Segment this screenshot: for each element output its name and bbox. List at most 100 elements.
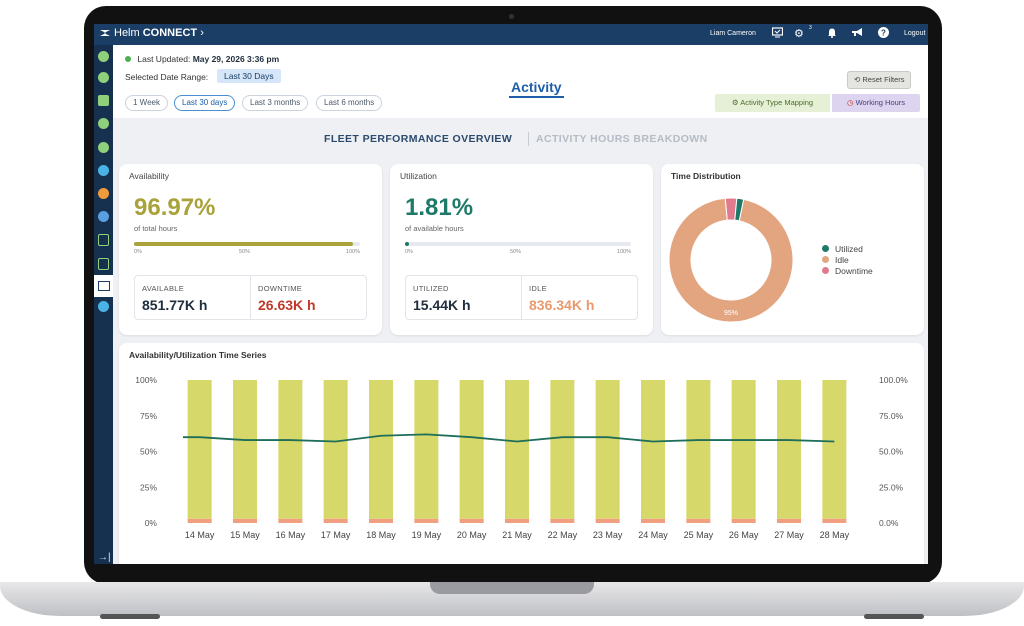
bar-downtime[interactable] xyxy=(505,518,529,523)
bar-available[interactable] xyxy=(505,380,529,519)
bar-available[interactable] xyxy=(595,380,620,519)
gear-icon[interactable]: ⚙ xyxy=(794,28,804,40)
donut-slice-idle[interactable] xyxy=(669,198,794,322)
range-last-30-days[interactable]: Last 30 days xyxy=(174,95,236,111)
bar-available[interactable] xyxy=(459,380,484,519)
camera-dot xyxy=(509,14,514,19)
time-distribution-legend: Utilized Idle Downtime xyxy=(822,244,873,277)
y-tick-left: 50% xyxy=(140,447,157,457)
bar-downtime[interactable] xyxy=(777,518,801,523)
bar-available[interactable] xyxy=(777,380,801,519)
bar-downtime[interactable] xyxy=(550,518,575,523)
downtime-value: 26.63K h xyxy=(258,297,316,313)
x-tick-label: 21 May xyxy=(502,530,532,540)
utilized-value: 15.44K h xyxy=(413,297,471,313)
bar-available[interactable] xyxy=(686,380,711,519)
reset-filters-button[interactable]: ⟲ Reset Filters xyxy=(847,71,912,89)
sidebar: →| xyxy=(94,45,113,564)
range-last-3-months[interactable]: Last 3 months xyxy=(242,95,309,111)
crew-icon[interactable] xyxy=(98,188,109,199)
x-tick-label: 20 May xyxy=(457,530,487,540)
activity-type-mapping-button[interactable]: ⚙ Activity Type Mapping xyxy=(715,94,830,112)
bar-available[interactable] xyxy=(641,380,665,519)
x-tick-label: 16 May xyxy=(276,530,306,540)
activity-icon xyxy=(98,281,110,291)
megaphone-icon[interactable] xyxy=(851,27,863,41)
analytics-icon[interactable] xyxy=(98,301,109,312)
available-value: 851.77K h xyxy=(142,297,208,313)
bar-available[interactable] xyxy=(278,380,303,519)
bar-available[interactable] xyxy=(731,380,756,519)
x-tick-label: 19 May xyxy=(412,530,442,540)
settings-badge: 3 xyxy=(809,25,812,31)
bar-available[interactable] xyxy=(369,380,393,519)
ship-icon[interactable] xyxy=(98,72,109,83)
legend-downtime: Downtime xyxy=(822,266,873,276)
laptop-notch xyxy=(430,582,594,594)
document-icon[interactable] xyxy=(98,234,109,246)
last-updated-label: Last Updated: xyxy=(137,54,191,64)
reset-icon: ⟲ xyxy=(854,75,861,84)
x-tick-label: 22 May xyxy=(548,530,578,540)
compass-icon[interactable] xyxy=(98,118,109,129)
bar-available[interactable] xyxy=(323,380,348,519)
bar-downtime[interactable] xyxy=(233,518,257,523)
bar-downtime[interactable] xyxy=(187,518,212,523)
date-range-value: Last 30 Days xyxy=(217,69,281,83)
tick-label: 50% xyxy=(510,249,522,255)
tab-activity-hours-breakdown[interactable]: ACTIVITY HOURS BREAKDOWN xyxy=(536,133,708,145)
working-hours-label: Working Hours xyxy=(855,98,906,107)
laptop-foot-left xyxy=(100,614,160,619)
logo-connect-text: CONNECT xyxy=(142,27,198,39)
working-hours-button[interactable]: ◷ Working Hours xyxy=(832,94,920,112)
helm-connect-logo[interactable]: Helm CONNECT › xyxy=(100,27,204,39)
time-distribution-card: Time Distribution 95% Utilized Idle Down… xyxy=(661,164,924,335)
bar-available[interactable] xyxy=(550,380,575,519)
time-series-chart: 100% 75% 50% 25% 0% 100.0% 75.0% 50.0% 25.0% 0.0%… xyxy=(135,375,908,540)
bar-available[interactable] xyxy=(233,380,257,519)
utilization-progress-fill xyxy=(405,242,410,246)
vessel-icon[interactable] xyxy=(98,165,109,176)
bar-available[interactable] xyxy=(187,380,212,519)
x-tick-label: 17 May xyxy=(321,530,351,540)
user-name[interactable]: Liam Cameron xyxy=(710,30,756,37)
report-icon[interactable] xyxy=(98,258,109,270)
bar-downtime[interactable] xyxy=(323,518,348,523)
bar-downtime[interactable] xyxy=(731,518,756,523)
bar-downtime[interactable] xyxy=(369,518,393,523)
bar-downtime[interactable] xyxy=(686,518,711,523)
bar-downtime[interactable] xyxy=(641,518,665,523)
help-icon[interactable]: ? xyxy=(878,27,889,41)
legend-swatch xyxy=(822,267,829,274)
utilized-stat: UTILIZED 15.44K h xyxy=(406,276,521,319)
globe-icon[interactable] xyxy=(98,142,109,153)
monitor-icon[interactable] xyxy=(771,27,784,41)
bar-available[interactable] xyxy=(822,380,847,519)
bar-downtime[interactable] xyxy=(414,518,439,523)
time-distribution-donut: 95% xyxy=(669,198,794,322)
utilized-label: UTILIZED xyxy=(413,284,449,293)
range-1-week[interactable]: 1 Week xyxy=(125,95,168,111)
user-icon[interactable] xyxy=(98,51,109,62)
legend-idle: Idle xyxy=(822,255,873,265)
y-tick-right: 25.0% xyxy=(879,482,904,492)
logout-link[interactable]: Logout xyxy=(904,30,926,37)
time-series-card: Availability/Utilization Time Series 100… xyxy=(119,343,924,564)
bar-downtime[interactable] xyxy=(822,518,847,523)
bar-downtime[interactable] xyxy=(278,518,303,523)
bell-icon[interactable] xyxy=(827,27,837,41)
bar-available[interactable] xyxy=(414,380,439,519)
utilization-line[interactable] xyxy=(183,433,835,443)
range-last-6-months[interactable]: Last 6 months xyxy=(316,95,383,111)
available-label: AVAILABLE xyxy=(142,284,185,293)
downtime-stat: DOWNTIME 26.63K h xyxy=(250,276,366,319)
bar-downtime[interactable] xyxy=(459,518,484,523)
calendar-icon[interactable] xyxy=(98,95,109,106)
apps-icon[interactable] xyxy=(98,211,109,222)
time-distribution-title: Time Distribution xyxy=(671,171,741,181)
sidebar-active-item[interactable] xyxy=(94,275,113,297)
tick-label: 0% xyxy=(134,249,142,255)
tab-fleet-performance-overview[interactable]: FLEET PERFORMANCE OVERVIEW xyxy=(324,133,513,145)
collapse-sidebar-icon[interactable]: →| xyxy=(98,552,111,563)
bar-downtime[interactable] xyxy=(595,518,620,523)
